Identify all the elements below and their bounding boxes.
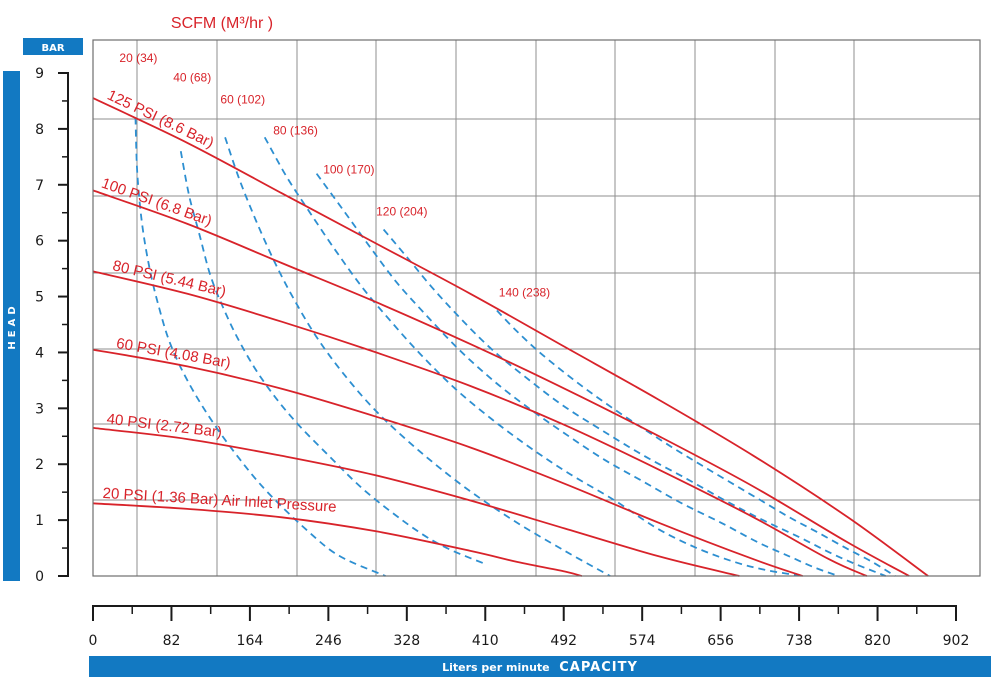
x-tick-label: 492 [550, 633, 577, 649]
air-pressure-line [92, 97, 929, 577]
y-tick-label: 9 [35, 66, 44, 82]
y-tick-label: 4 [35, 345, 44, 361]
x-axis-band [89, 656, 991, 677]
x-tick-label: 820 [864, 633, 891, 649]
air-pressure-line [92, 189, 910, 577]
air-consumption-lines [134, 117, 896, 577]
y-tick-label: 8 [35, 122, 44, 138]
grid [92, 39, 980, 576]
air-pressure-line [92, 427, 740, 577]
y-tick-label: 0 [35, 569, 44, 585]
air-consumption-labels: 20 (34) 40 (68) 60 (102) 80 (136) 100 (170) 1… [119, 51, 550, 300]
x-tick-label: 902 [943, 633, 970, 649]
x-tick-label: 0 [89, 633, 98, 649]
y-unit-label: BAR [41, 43, 64, 54]
x-tick-label: 164 [237, 633, 264, 649]
air-pressure-line [92, 502, 583, 577]
air-consumption-line [315, 173, 839, 577]
x-tick-label: 82 [163, 633, 181, 649]
x-axis-label-prefix: Liters per minute [442, 661, 550, 674]
air-consumption-label: 80 (136) [273, 124, 318, 138]
air-consumption-label: 100 (170) [323, 163, 374, 177]
x-tick-label: 246 [315, 633, 342, 649]
x-tick-label: 410 [472, 633, 499, 649]
y-tick-label: 5 [35, 290, 44, 306]
plot-border [92, 39, 981, 577]
air-consumption-label: 20 (34) [119, 51, 157, 65]
y-tick-label: 7 [35, 178, 44, 194]
y-tick-label: 6 [35, 234, 44, 250]
x-tick-label: 328 [393, 633, 420, 649]
x-tick-label: 656 [707, 633, 734, 649]
air-pressure-label: 100 PSI (6.8 Bar) [99, 175, 214, 230]
y-tick-label: 1 [35, 513, 44, 529]
air-consumption-label: 40 (68) [173, 70, 211, 84]
air-consumption-line [179, 151, 485, 565]
air-consumption-line [382, 228, 886, 577]
y-axis: 0 1 2 3 4 5 6 7 8 9 [35, 66, 69, 585]
air-consumption-line [263, 136, 803, 577]
air-consumption-label: 60 (102) [220, 93, 265, 107]
air-consumption-line [496, 309, 896, 577]
y-axis-band [3, 71, 20, 581]
y-tick-label: 3 [35, 401, 44, 417]
air-pressure-line [92, 348, 803, 577]
y-axis-label: HEAD [7, 302, 18, 349]
air-consumption-label: 120 (204) [376, 205, 427, 219]
y-tick-label: 2 [35, 457, 44, 473]
y-unit-tab [23, 38, 83, 55]
x-axis-label-main: CAPACITY [559, 660, 638, 675]
x-axis-label: Liters per minute CAPACITY [442, 656, 638, 675]
air-pressure-line [92, 270, 868, 577]
air-consumption-line [134, 117, 386, 577]
x-tick-label: 738 [786, 633, 813, 649]
air-pressure-labels: 125 PSI (8.6 Bar)100 PSI (6.8 Bar)80 PSI… [99, 87, 337, 516]
chart-title: SCFM (M³/hr ) [171, 15, 273, 32]
x-tick-label: 574 [629, 633, 656, 649]
air-pressure-label: 60 PSI (4.08 Bar) [115, 335, 232, 372]
x-axis: 0 82 164 246 328 410 492 574 656 738 820 902 [89, 605, 970, 649]
air-pressure-lines [92, 97, 929, 577]
air-consumption-line [224, 137, 611, 577]
air-consumption-label: 140 (238) [499, 286, 550, 300]
plot-frame [92, 39, 981, 577]
